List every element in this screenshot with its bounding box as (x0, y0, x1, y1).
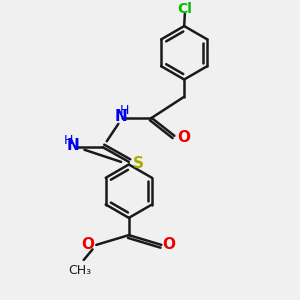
Text: O: O (82, 237, 94, 252)
Text: Cl: Cl (178, 2, 193, 16)
Text: N: N (67, 138, 79, 153)
Text: O: O (162, 237, 175, 252)
Text: O: O (178, 130, 191, 145)
Text: CH₃: CH₃ (68, 264, 92, 277)
Text: S: S (133, 156, 143, 171)
Text: N: N (114, 109, 127, 124)
Text: H: H (120, 104, 130, 117)
Text: H: H (64, 134, 73, 146)
